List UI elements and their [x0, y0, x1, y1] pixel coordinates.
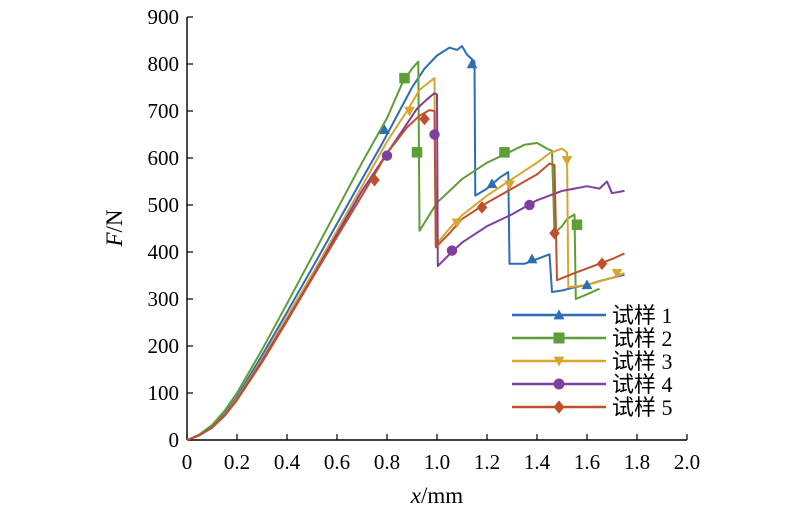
- y-tick-label: 700: [148, 99, 180, 123]
- series-marker: [504, 180, 515, 191]
- x-ticks: 0 0.2 0.4 0.6 0.8 1.0 1.2 1.4 1.6 1.8 2.0: [182, 434, 700, 474]
- series-marker: [596, 257, 608, 271]
- y-tick-label: 100: [148, 381, 180, 405]
- series-marker: [476, 200, 488, 214]
- x-tick-label: 1.8: [624, 450, 650, 474]
- y-tick-label: 200: [148, 334, 180, 358]
- series-line: [186, 60, 600, 441]
- legend-label: 试样 5: [612, 395, 673, 420]
- y-tick-label: 300: [148, 287, 180, 311]
- series-marker: [549, 226, 560, 240]
- y-axis-variable: F: [102, 232, 127, 248]
- x-tick-label: 0: [182, 450, 193, 474]
- legend-label: 试样 2: [612, 326, 673, 351]
- x-tick-label: 2.0: [674, 450, 700, 474]
- series-line: [186, 109, 625, 441]
- legend-item: 试样 5: [512, 395, 673, 420]
- y-tick-label: 900: [148, 5, 180, 29]
- y-tick-label: 600: [148, 146, 180, 170]
- series-marker: [404, 106, 415, 117]
- x-tick-label: 1.4: [524, 450, 551, 474]
- x-axis-title: x/mm: [410, 483, 463, 508]
- legend-item: 试样 1: [512, 303, 673, 328]
- series-marker: [571, 219, 583, 230]
- series-marker: [561, 156, 573, 166]
- legend-item: 试样 3: [512, 349, 673, 374]
- legend-marker: [553, 332, 565, 344]
- x-tick-label: 1.0: [424, 450, 450, 474]
- x-tick-label: 0.8: [374, 450, 400, 474]
- y-axis-title: F/N: [102, 209, 127, 247]
- legend-label: 试样 1: [612, 303, 673, 328]
- x-axis-variable: x: [410, 483, 422, 508]
- legend-marker: [553, 378, 565, 390]
- series-lines: [186, 45, 625, 441]
- x-tick-label: 0.4: [274, 450, 301, 474]
- series-marker: [446, 245, 458, 256]
- y-ticks: 0 100 200 300 400 500 600 700 800 900: [148, 5, 193, 452]
- legend-marker: [553, 309, 565, 320]
- x-axis-unit: /mm: [421, 483, 463, 508]
- axes: 0 0.2 0.4 0.6 0.8 1.0 1.2 1.4 1.6 1.8 2.0 0 100 200 3…: [148, 5, 701, 474]
- y-tick-label: 500: [148, 193, 180, 217]
- series-marker: [499, 147, 510, 158]
- legend-item: 试样 2: [512, 326, 673, 351]
- series-marker: [466, 58, 478, 69]
- series-marker: [581, 279, 593, 290]
- series-marker: [451, 218, 463, 229]
- series-line: [186, 45, 625, 441]
- x-tick-label: 1.6: [574, 450, 600, 474]
- x-tick-label: 0.6: [324, 450, 350, 474]
- legend-item: 试样 4: [512, 372, 673, 397]
- x-tick-label: 1.2: [474, 450, 500, 474]
- series-marker: [381, 150, 393, 161]
- y-tick-label: 800: [148, 52, 180, 76]
- legend: 试样 1 试样 2 试样 3 试样 4 试样 5: [512, 303, 673, 420]
- series-marker: [411, 147, 423, 158]
- series-marker: [524, 199, 535, 211]
- series-marker: [369, 173, 380, 187]
- series-marker: [526, 253, 538, 264]
- series-marker: [429, 129, 440, 140]
- legend-marker: [553, 356, 565, 367]
- legend-label: 试样 3: [612, 349, 673, 374]
- y-tick-label: 0: [169, 428, 180, 452]
- y-tick-label: 400: [148, 240, 180, 264]
- legend-marker: [553, 400, 565, 414]
- y-axis-unit: /N: [102, 209, 127, 232]
- series-marker: [419, 112, 430, 126]
- series-markers: [369, 58, 623, 290]
- series-marker: [399, 72, 410, 84]
- series-marker: [611, 268, 623, 279]
- x-tick-label: 0.2: [224, 450, 250, 474]
- legend-label: 试样 4: [612, 372, 673, 397]
- series-marker: [486, 178, 498, 189]
- series-marker: [379, 124, 390, 135]
